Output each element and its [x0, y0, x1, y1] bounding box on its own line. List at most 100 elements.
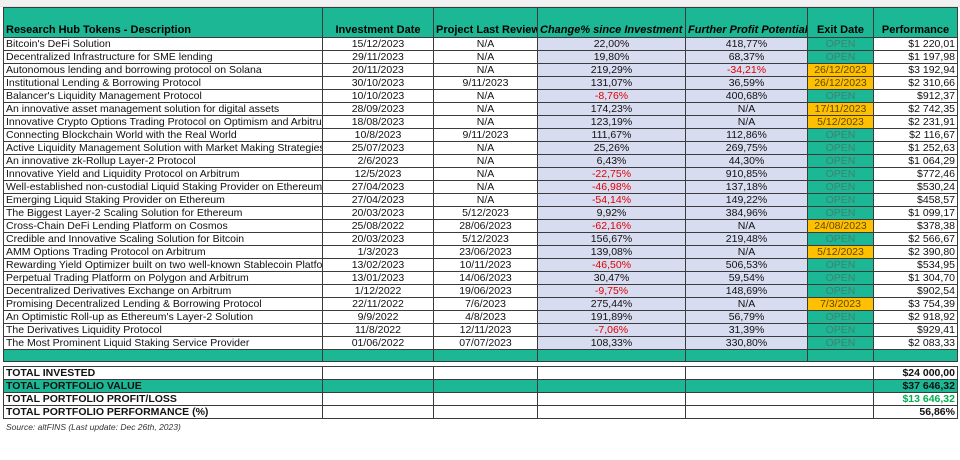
profit-potential-cell[interactable]: 31,39%: [685, 323, 808, 337]
project-last-review-cell[interactable]: 14/06/2023: [433, 271, 538, 285]
description-cell[interactable]: Autonomous lending and borrowing protoco…: [3, 63, 323, 77]
exit-date-cell[interactable]: OPEN: [807, 310, 874, 324]
col-header-exit-date[interactable]: Exit Date: [807, 7, 874, 38]
description-cell[interactable]: Well-established non-custodial Liquid St…: [3, 180, 323, 194]
empty-cell[interactable]: [322, 379, 434, 393]
change-pct-cell[interactable]: -7,06%: [537, 323, 686, 337]
description-cell[interactable]: Bitcoin's DeFi Solution: [3, 37, 323, 51]
performance-cell[interactable]: $1 064,29: [873, 154, 958, 168]
investment-date-cell[interactable]: 20/11/2023: [322, 63, 434, 77]
description-cell[interactable]: Emerging Liquid Staking Provider on Ethe…: [3, 193, 323, 207]
description-cell[interactable]: The Derivatives Liquidity Protocol: [3, 323, 323, 337]
empty-cell[interactable]: [685, 366, 874, 380]
investment-date-cell[interactable]: 15/12/2023: [322, 37, 434, 51]
project-last-review-cell[interactable]: N/A: [433, 89, 538, 103]
investment-date-cell[interactable]: 20/03/2023: [322, 206, 434, 220]
description-cell[interactable]: Perpetual Trading Platform on Polygon an…: [3, 271, 323, 285]
empty-cell[interactable]: [433, 405, 538, 419]
project-last-review-cell[interactable]: N/A: [433, 193, 538, 207]
empty-cell[interactable]: [537, 379, 686, 393]
performance-cell[interactable]: $378,38: [873, 219, 958, 233]
performance-cell[interactable]: $2 742,35: [873, 102, 958, 116]
change-pct-cell[interactable]: 19,80%: [537, 50, 686, 64]
change-pct-cell[interactable]: -8,76%: [537, 89, 686, 103]
change-pct-cell[interactable]: -22,75%: [537, 167, 686, 181]
empty-cell[interactable]: [322, 366, 434, 380]
investment-date-cell[interactable]: 20/03/2023: [322, 232, 434, 246]
project-last-review-cell[interactable]: N/A: [433, 50, 538, 64]
total-performance-label[interactable]: TOTAL PORTFOLIO PERFORMANCE (%): [3, 405, 323, 419]
description-cell[interactable]: Credible and Innovative Scaling Solution…: [3, 232, 323, 246]
profit-potential-cell[interactable]: 44,30%: [685, 154, 808, 168]
empty-cell[interactable]: [322, 392, 434, 406]
description-cell[interactable]: Balancer's Liquidity Management Protocol: [3, 89, 323, 103]
change-pct-cell[interactable]: 22,00%: [537, 37, 686, 51]
empty-cell[interactable]: [537, 392, 686, 406]
performance-cell[interactable]: $2 390,80: [873, 245, 958, 259]
profit-potential-cell[interactable]: 56,79%: [685, 310, 808, 324]
exit-date-cell[interactable]: OPEN: [807, 284, 874, 298]
empty-cell[interactable]: [433, 379, 538, 393]
investment-date-cell[interactable]: 18/08/2023: [322, 115, 434, 129]
profit-potential-cell[interactable]: 384,96%: [685, 206, 808, 220]
change-pct-cell[interactable]: 191,89%: [537, 310, 686, 324]
project-last-review-cell[interactable]: N/A: [433, 102, 538, 116]
investment-date-cell[interactable]: 13/02/2023: [322, 258, 434, 272]
total-invested-label[interactable]: TOTAL INVESTED: [3, 366, 323, 380]
profit-potential-cell[interactable]: N/A: [685, 115, 808, 129]
profit-potential-cell[interactable]: 112,86%: [685, 128, 808, 142]
col-header-change-pct[interactable]: Change% since Investment Date: [537, 7, 686, 38]
performance-cell[interactable]: $2 566,67: [873, 232, 958, 246]
project-last-review-cell[interactable]: 07/07/2023: [433, 336, 538, 350]
performance-cell[interactable]: $902,54: [873, 284, 958, 298]
col-header-project-last-review[interactable]: Project Last Review: [433, 7, 538, 38]
description-cell[interactable]: Innovative Crypto Options Trading Protoc…: [3, 115, 323, 129]
investment-date-cell[interactable]: 22/11/2022: [322, 297, 434, 311]
exit-date-cell[interactable]: OPEN: [807, 141, 874, 155]
change-pct-cell[interactable]: 156,67%: [537, 232, 686, 246]
change-pct-cell[interactable]: -46,50%: [537, 258, 686, 272]
exit-date-cell[interactable]: 17/11/2023: [807, 102, 874, 116]
exit-date-cell[interactable]: OPEN: [807, 193, 874, 207]
description-cell[interactable]: The Most Prominent Liquid Staking Servic…: [3, 336, 323, 350]
project-last-review-cell[interactable]: N/A: [433, 180, 538, 194]
profit-potential-cell[interactable]: 506,53%: [685, 258, 808, 272]
project-last-review-cell[interactable]: 10/11/2023: [433, 258, 538, 272]
col-header-investment-date[interactable]: Investment Date: [322, 7, 434, 38]
exit-date-cell[interactable]: OPEN: [807, 323, 874, 337]
exit-date-cell[interactable]: OPEN: [807, 50, 874, 64]
project-last-review-cell[interactable]: 5/12/2023: [433, 232, 538, 246]
empty-cell[interactable]: [685, 405, 874, 419]
change-pct-cell[interactable]: -54,14%: [537, 193, 686, 207]
profit-potential-cell[interactable]: 36,59%: [685, 76, 808, 90]
profit-potential-cell[interactable]: 219,48%: [685, 232, 808, 246]
exit-date-cell[interactable]: OPEN: [807, 336, 874, 350]
description-cell[interactable]: An innovative zk-Rollup Layer-2 Protocol: [3, 154, 323, 168]
exit-date-cell[interactable]: 26/12/2023: [807, 76, 874, 90]
investment-date-cell[interactable]: 29/11/2023: [322, 50, 434, 64]
total-invested-value[interactable]: $24 000,00: [873, 366, 958, 380]
investment-date-cell[interactable]: 10/10/2023: [322, 89, 434, 103]
profit-potential-cell[interactable]: -34,21%: [685, 63, 808, 77]
change-pct-cell[interactable]: 30,47%: [537, 271, 686, 285]
col-header-description[interactable]: Research Hub Tokens - Description: [3, 7, 323, 38]
description-cell[interactable]: Cross-Chain DeFi Lending Platform on Cos…: [3, 219, 323, 233]
performance-cell[interactable]: $1 220,01: [873, 37, 958, 51]
investment-date-cell[interactable]: 01/06/2022: [322, 336, 434, 350]
exit-date-cell[interactable]: OPEN: [807, 180, 874, 194]
description-cell[interactable]: Rewarding Yield Optimizer built on two w…: [3, 258, 323, 272]
description-cell[interactable]: Promising Decentralized Lending & Borrow…: [3, 297, 323, 311]
empty-cell[interactable]: [433, 366, 538, 380]
investment-date-cell[interactable]: 9/9/2022: [322, 310, 434, 324]
exit-date-cell[interactable]: 7/3/2023: [807, 297, 874, 311]
project-last-review-cell[interactable]: N/A: [433, 167, 538, 181]
performance-cell[interactable]: $772,46: [873, 167, 958, 181]
empty-cell[interactable]: [537, 366, 686, 380]
project-last-review-cell[interactable]: 4/8/2023: [433, 310, 538, 324]
profit-potential-cell[interactable]: N/A: [685, 245, 808, 259]
profit-potential-cell[interactable]: 910,85%: [685, 167, 808, 181]
change-pct-cell[interactable]: -62,16%: [537, 219, 686, 233]
change-pct-cell[interactable]: 123,19%: [537, 115, 686, 129]
exit-date-cell[interactable]: OPEN: [807, 232, 874, 246]
performance-cell[interactable]: $534,95: [873, 258, 958, 272]
